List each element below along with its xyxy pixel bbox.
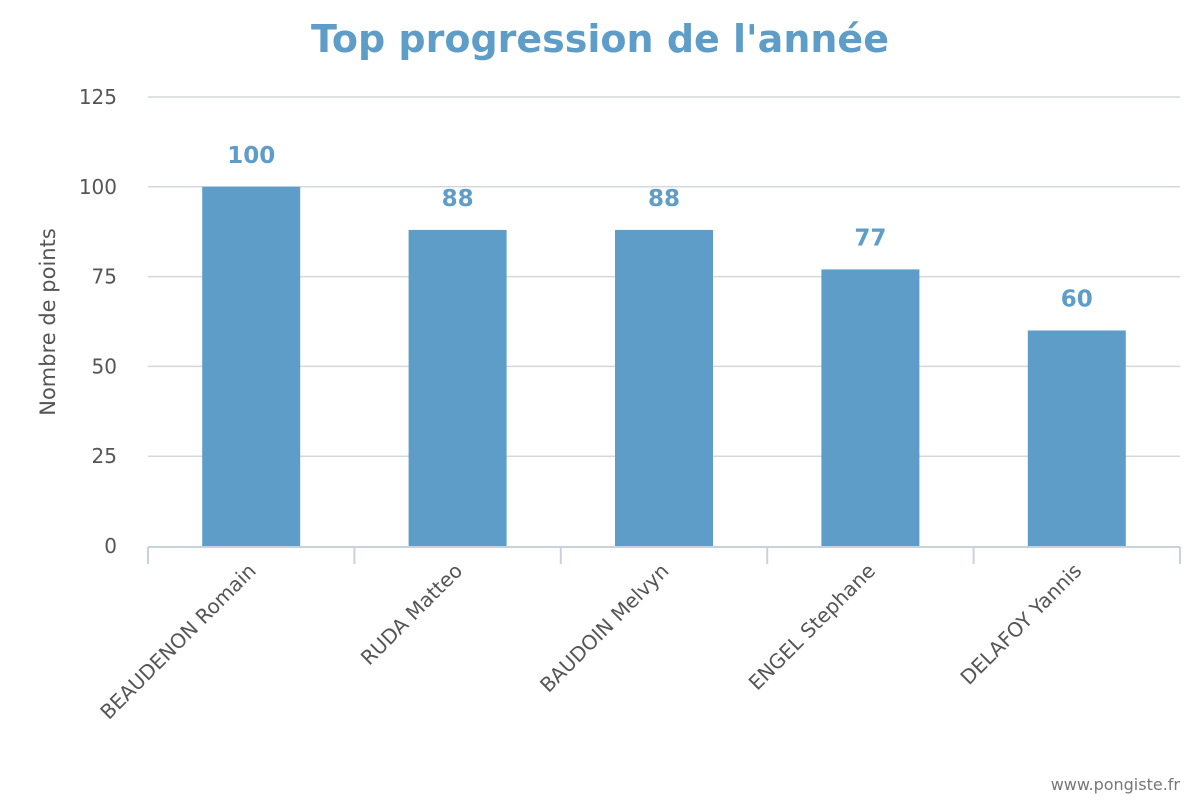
- y-axis-ticks: 0 25 50 75 100 125: [79, 85, 117, 558]
- x-axis-labels: BEAUDENON Romain RUDA Matteo BAUDOIN Melvy…: [95, 559, 1086, 724]
- y-axis-title: Nombre de points: [36, 228, 60, 416]
- chart-title: Top progression de l'année: [311, 17, 889, 61]
- bar-data-label: 100: [227, 143, 275, 169]
- x-tick-label: DELAFOY Yannis: [955, 559, 1086, 690]
- bar-data-label: 88: [442, 186, 474, 212]
- bar-data-label: 60: [1061, 286, 1093, 312]
- y-tick-label: 25: [92, 444, 117, 468]
- y-tick-label: 100: [79, 175, 117, 199]
- x-tick-label: BEAUDENON Romain: [95, 559, 260, 724]
- x-axis: [147, 546, 1181, 564]
- y-tick-label: 75: [92, 265, 117, 289]
- data-labels: 100 88 88 77 60: [227, 143, 1093, 313]
- bar-data-label: 77: [854, 225, 886, 251]
- x-tick-label: BAUDOIN Melvyn: [535, 559, 674, 698]
- y-tick-label: 125: [79, 85, 117, 109]
- y-tick-label: 50: [92, 354, 117, 378]
- bars: [202, 186, 1126, 547]
- x-tick-label: RUDA Matteo: [356, 559, 467, 670]
- bar-data-label: 88: [648, 186, 680, 212]
- source-watermark: www.pongiste.fr: [1051, 775, 1181, 794]
- bar: [821, 269, 920, 546]
- bar: [615, 229, 713, 547]
- y-tick-label: 0: [104, 534, 117, 558]
- x-tick-label: ENGEL Stephane: [744, 559, 880, 695]
- bar: [1027, 330, 1126, 546]
- bar: [408, 229, 507, 547]
- bar: [202, 186, 301, 547]
